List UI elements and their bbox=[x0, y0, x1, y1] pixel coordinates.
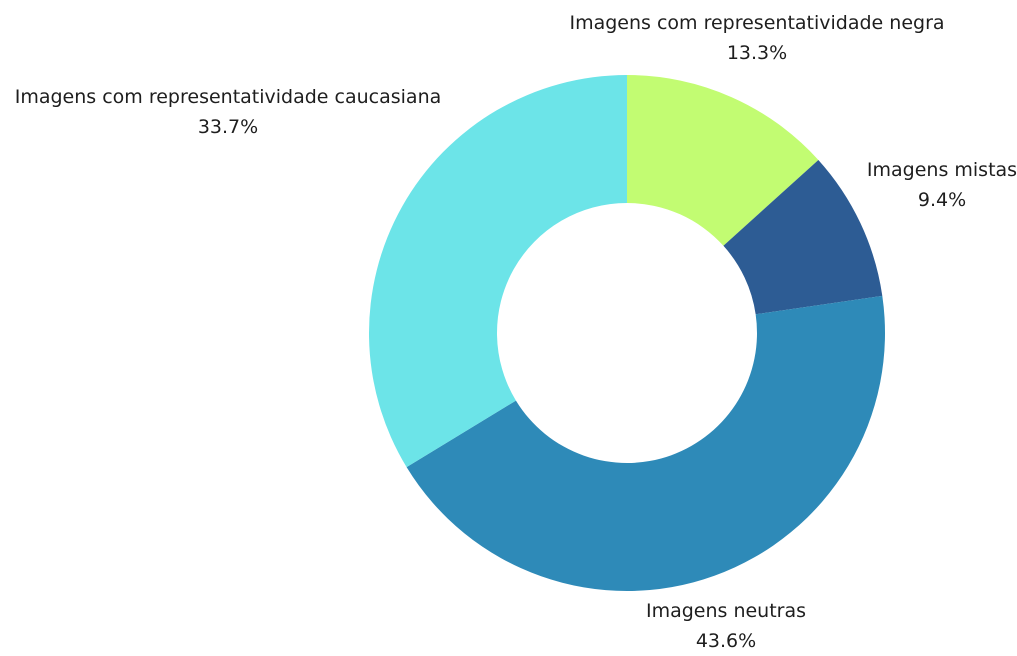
slice-label-caucasiana-value: 33.7% bbox=[197, 116, 259, 138]
slice-mistas bbox=[723, 159, 883, 315]
slice-caucasiana bbox=[368, 75, 627, 468]
slice-label-neutras-name: Imagens neutras bbox=[645, 600, 807, 622]
slice-label-negra-value: 13.3% bbox=[726, 42, 788, 64]
slice-label-negra: Imagens com representatividade negra 13.… bbox=[569, 8, 944, 68]
slice-label-mistas-value: 9.4% bbox=[917, 189, 967, 211]
slice-label-caucasiana-name: Imagens com representatividade caucasian… bbox=[14, 86, 442, 108]
slice-label-caucasiana: Imagens com representatividade caucasian… bbox=[15, 82, 442, 142]
slice-negra bbox=[627, 75, 819, 246]
slice-label-mistas: Imagens mistas 9.4% bbox=[867, 155, 1017, 215]
slice-neutras bbox=[406, 295, 886, 592]
slice-label-negra-name: Imagens com representatividade negra bbox=[569, 12, 945, 34]
donut-slices bbox=[368, 75, 886, 592]
slice-label-neutras: Imagens neutras 43.6% bbox=[646, 596, 806, 656]
slice-label-mistas-name: Imagens mistas bbox=[866, 159, 1017, 181]
slice-label-neutras-value: 43.6% bbox=[695, 630, 757, 652]
